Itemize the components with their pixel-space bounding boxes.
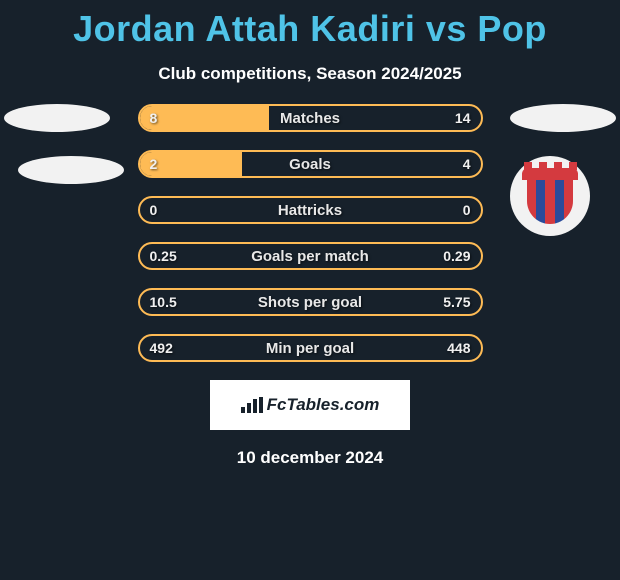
- stat-label: Goals per match: [140, 244, 481, 268]
- comparison-content: 814Matches 24Goals 0 0Hattricks 0.25 0.29Goal…: [0, 104, 620, 362]
- shield-icon: [527, 170, 573, 222]
- stat-value-right: 14: [455, 106, 471, 130]
- comparison-title: Jordan Attah Kadiri vs Pop: [0, 0, 620, 50]
- stat-row: 814Matches: [138, 104, 483, 132]
- stat-row: 10.5 5.75Shots per goal: [138, 288, 483, 316]
- footer-date: 10 december 2024: [0, 448, 620, 468]
- left-club-badges: [4, 104, 124, 208]
- stat-value-right: 0.29: [443, 244, 470, 268]
- stat-value-right: 448: [447, 336, 470, 360]
- stat-label: Shots per goal: [140, 290, 481, 314]
- stat-value-left: 492: [150, 336, 173, 360]
- footer-logo-text: FcTables.com: [267, 395, 380, 415]
- stat-row: 0.25 0.29Goals per match: [138, 242, 483, 270]
- stat-fill-left: [140, 106, 270, 130]
- stat-value-right: 4: [463, 152, 471, 176]
- left-club-ellipse-2: [18, 156, 124, 184]
- stat-label: Min per goal: [140, 336, 481, 360]
- stat-value-left: 10.5: [150, 290, 177, 314]
- right-club-ellipse-1: [510, 104, 616, 132]
- stat-fill-left: [140, 152, 242, 176]
- left-club-ellipse-1: [4, 104, 110, 132]
- stat-value-right: 0: [463, 198, 471, 222]
- stat-row: 492 448Min per goal: [138, 334, 483, 362]
- stat-value-right: 5.75: [443, 290, 470, 314]
- right-club-badges: [510, 104, 616, 236]
- stat-value-left: 0.25: [150, 244, 177, 268]
- stat-label: Hattricks: [140, 198, 481, 222]
- footer-logo: FcTables.com: [210, 380, 410, 430]
- stat-row: 24Goals: [138, 150, 483, 178]
- stat-row: 0 0Hattricks: [138, 196, 483, 224]
- bar-chart-icon: [241, 397, 263, 413]
- comparison-subtitle: Club competitions, Season 2024/2025: [0, 64, 620, 84]
- right-club-crest: [510, 156, 590, 236]
- stat-value-left: 0: [150, 198, 158, 222]
- stats-bars: 814Matches 24Goals 0 0Hattricks 0.25 0.29Goal…: [138, 104, 483, 362]
